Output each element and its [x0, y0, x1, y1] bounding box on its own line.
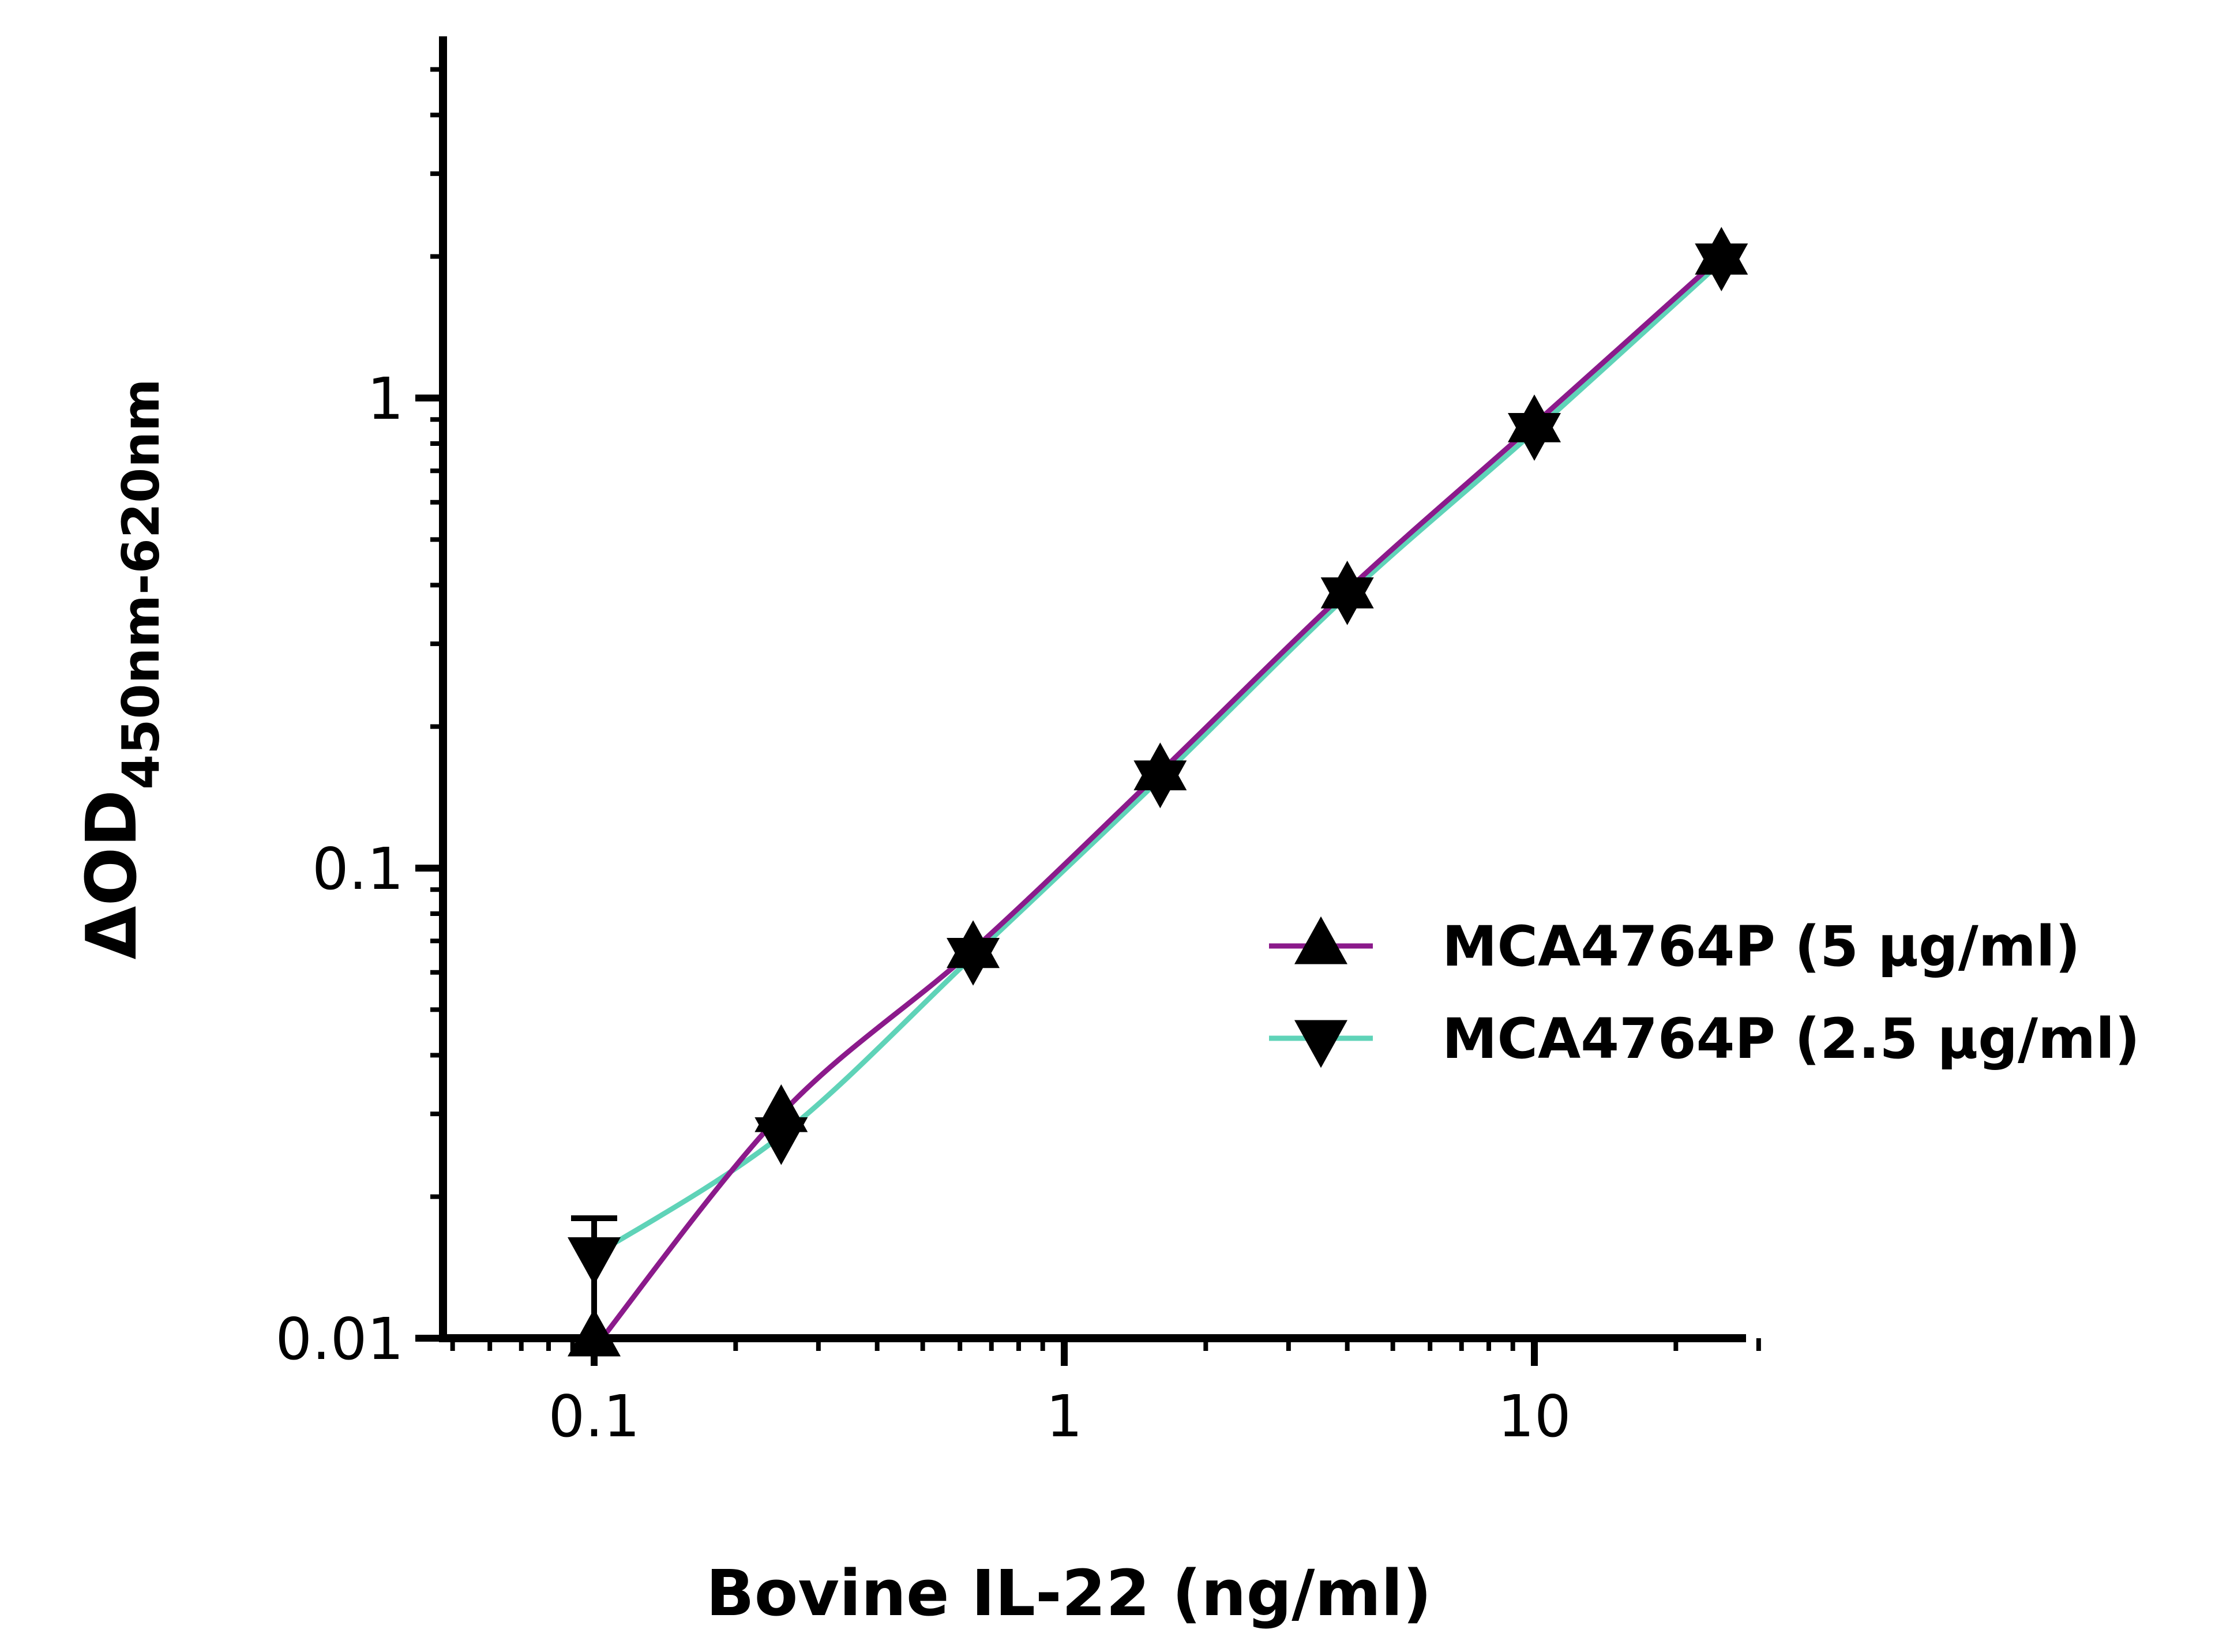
- y-axis-title: ΔOD450nm-620nm: [72, 378, 171, 959]
- y-tick-label: 1: [367, 365, 404, 433]
- y-axis-title-prefix: ΔOD: [72, 790, 152, 960]
- legend-label: MCA4764P (5 μg/ml): [1442, 914, 2081, 979]
- data-point: [568, 1308, 621, 1357]
- data-point: [947, 938, 1000, 986]
- y-axis-title-subscript: 450nm-620nm: [111, 378, 171, 790]
- data-point: [1133, 760, 1187, 809]
- data-point: [754, 1117, 808, 1165]
- x-axis-title: Bovine IL-22 (ng/ml): [706, 1556, 1432, 1630]
- markers-layer: [568, 227, 1748, 1357]
- data-point: [568, 1237, 621, 1285]
- data-point: [1508, 413, 1561, 461]
- data-point: [1320, 577, 1374, 625]
- y-tick-label: 0.1: [312, 835, 404, 903]
- legend-marker: [1294, 916, 1347, 964]
- y-ticks: 0.01 0.1 1: [275, 67, 443, 1373]
- y-tick-label: 0.01: [275, 1305, 404, 1373]
- legend: MCA4764P (5 μg/ml) MCA4764P (2.5 μg/ml): [1269, 914, 2140, 1071]
- x-ticks: 0.1 1 10: [450, 1338, 1761, 1450]
- legend-marker: [1294, 1020, 1347, 1068]
- x-tick-label: 1: [1046, 1383, 1083, 1450]
- x-tick-label: 10: [1497, 1383, 1571, 1450]
- data-point: [1695, 243, 1748, 291]
- x-tick-label: 0.1: [548, 1383, 640, 1450]
- legend-label: MCA4764P (2.5 μg/ml): [1442, 1007, 2140, 1071]
